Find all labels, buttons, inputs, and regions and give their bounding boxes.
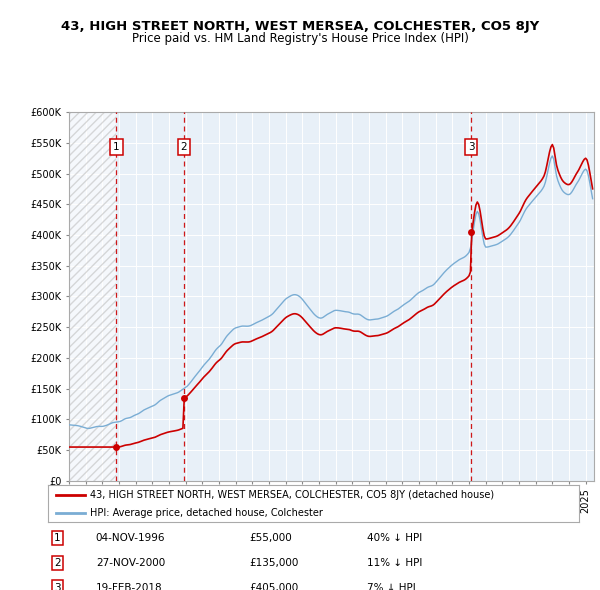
Text: 43, HIGH STREET NORTH, WEST MERSEA, COLCHESTER, CO5 8JY: 43, HIGH STREET NORTH, WEST MERSEA, COLC… bbox=[61, 20, 539, 33]
Text: 3: 3 bbox=[54, 583, 61, 590]
Text: 43, HIGH STREET NORTH, WEST MERSEA, COLCHESTER, CO5 8JY (detached house): 43, HIGH STREET NORTH, WEST MERSEA, COLC… bbox=[91, 490, 494, 500]
Text: HPI: Average price, detached house, Colchester: HPI: Average price, detached house, Colc… bbox=[91, 508, 323, 518]
Text: £405,000: £405,000 bbox=[250, 583, 299, 590]
Text: 19-FEB-2018: 19-FEB-2018 bbox=[96, 583, 163, 590]
Text: 27-NOV-2000: 27-NOV-2000 bbox=[96, 558, 165, 568]
Text: 1: 1 bbox=[54, 533, 61, 543]
Text: 1: 1 bbox=[113, 142, 119, 152]
Text: £135,000: £135,000 bbox=[250, 558, 299, 568]
Text: 04-NOV-1996: 04-NOV-1996 bbox=[96, 533, 165, 543]
Text: 7% ↓ HPI: 7% ↓ HPI bbox=[367, 583, 415, 590]
Text: 3: 3 bbox=[468, 142, 475, 152]
Text: 40% ↓ HPI: 40% ↓ HPI bbox=[367, 533, 422, 543]
Text: 2: 2 bbox=[181, 142, 187, 152]
Text: 11% ↓ HPI: 11% ↓ HPI bbox=[367, 558, 422, 568]
Text: £55,000: £55,000 bbox=[250, 533, 293, 543]
Text: 2: 2 bbox=[54, 558, 61, 568]
Bar bbox=[69, 112, 116, 481]
Text: Price paid vs. HM Land Registry's House Price Index (HPI): Price paid vs. HM Land Registry's House … bbox=[131, 32, 469, 45]
